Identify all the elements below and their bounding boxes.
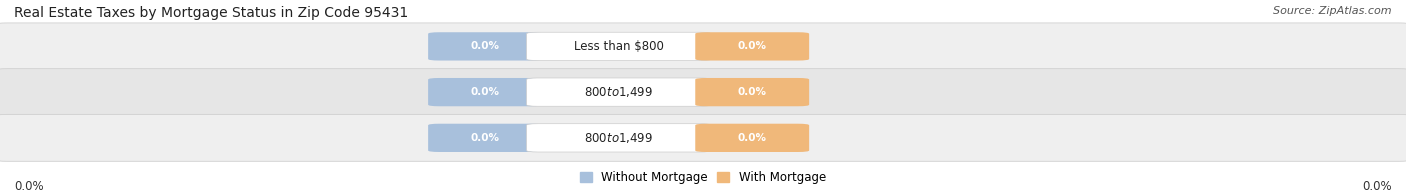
Text: 0.0%: 0.0% [738, 133, 766, 143]
Legend: Without Mortgage, With Mortgage: Without Mortgage, With Mortgage [581, 171, 825, 184]
Text: $800 to $1,499: $800 to $1,499 [583, 131, 654, 145]
Text: $800 to $1,499: $800 to $1,499 [583, 85, 654, 99]
Text: 0.0%: 0.0% [1362, 180, 1392, 193]
Text: 0.0%: 0.0% [14, 180, 44, 193]
Text: 0.0%: 0.0% [471, 87, 499, 97]
Text: 0.0%: 0.0% [738, 87, 766, 97]
FancyBboxPatch shape [0, 69, 1406, 116]
FancyBboxPatch shape [527, 124, 711, 152]
Text: 0.0%: 0.0% [471, 133, 499, 143]
FancyBboxPatch shape [429, 78, 543, 106]
Text: Real Estate Taxes by Mortgage Status in Zip Code 95431: Real Estate Taxes by Mortgage Status in … [14, 6, 408, 20]
Text: Less than $800: Less than $800 [574, 40, 664, 53]
FancyBboxPatch shape [527, 78, 711, 106]
FancyBboxPatch shape [695, 32, 810, 61]
FancyBboxPatch shape [695, 78, 810, 106]
Text: 0.0%: 0.0% [471, 41, 499, 51]
FancyBboxPatch shape [0, 114, 1406, 161]
FancyBboxPatch shape [429, 124, 543, 152]
FancyBboxPatch shape [429, 32, 543, 61]
FancyBboxPatch shape [695, 124, 810, 152]
FancyBboxPatch shape [0, 23, 1406, 70]
Text: Source: ZipAtlas.com: Source: ZipAtlas.com [1274, 6, 1392, 16]
FancyBboxPatch shape [527, 32, 711, 61]
Text: 0.0%: 0.0% [738, 41, 766, 51]
